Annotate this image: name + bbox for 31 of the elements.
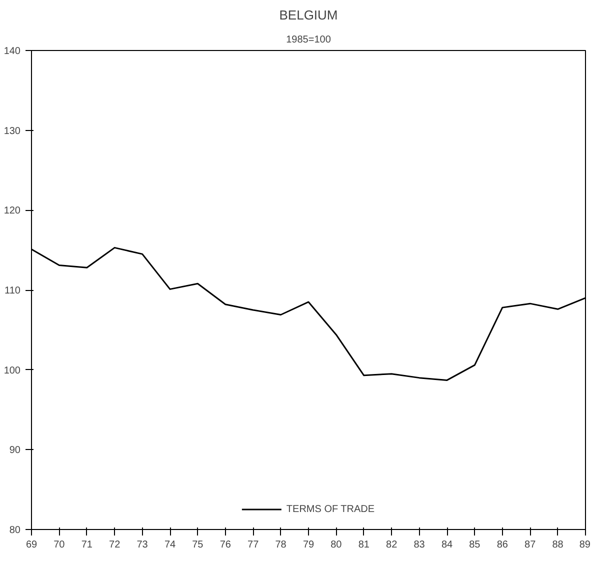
chart-subtitle: 1985=100: [286, 34, 332, 46]
x-tick-label: 79: [302, 540, 314, 550]
y-tick-label: 100: [4, 365, 21, 376]
x-tick-label: 85: [469, 540, 481, 550]
x-tick-label: 84: [441, 540, 453, 550]
x-tick-label: 86: [496, 540, 508, 550]
x-tick-label: 89: [579, 540, 591, 550]
y-tick-label: 140: [4, 46, 21, 57]
x-tick-label: 70: [54, 540, 66, 550]
x-tick-label: 74: [164, 540, 176, 550]
x-tick-label: 69: [26, 540, 38, 550]
x-tick-label: 88: [552, 540, 564, 550]
x-tick-label: 87: [524, 540, 536, 550]
x-tick-label: 76: [220, 540, 232, 550]
legend-label: TERMS OF TRADE: [286, 504, 375, 514]
x-tick-label: 82: [386, 540, 398, 550]
y-tick-label: 130: [4, 126, 21, 137]
y-tick-label: 110: [4, 286, 21, 296]
x-tick-label: 72: [109, 540, 121, 550]
x-tick-label: 78: [275, 540, 287, 550]
y-tick-label: 120: [4, 206, 21, 217]
x-tick-label: 81: [358, 540, 370, 550]
x-tick-label: 83: [414, 540, 426, 550]
x-tick-label: 71: [81, 540, 93, 550]
y-tick-label: 90: [9, 445, 21, 456]
x-tick-label: 80: [330, 540, 342, 550]
x-tick-label: 75: [192, 540, 204, 550]
x-tick-label: 77: [248, 540, 260, 550]
chart-title: BELGIUM: [279, 8, 338, 22]
y-tick-label: 80: [9, 525, 21, 536]
x-tick-label: 73: [136, 540, 148, 550]
